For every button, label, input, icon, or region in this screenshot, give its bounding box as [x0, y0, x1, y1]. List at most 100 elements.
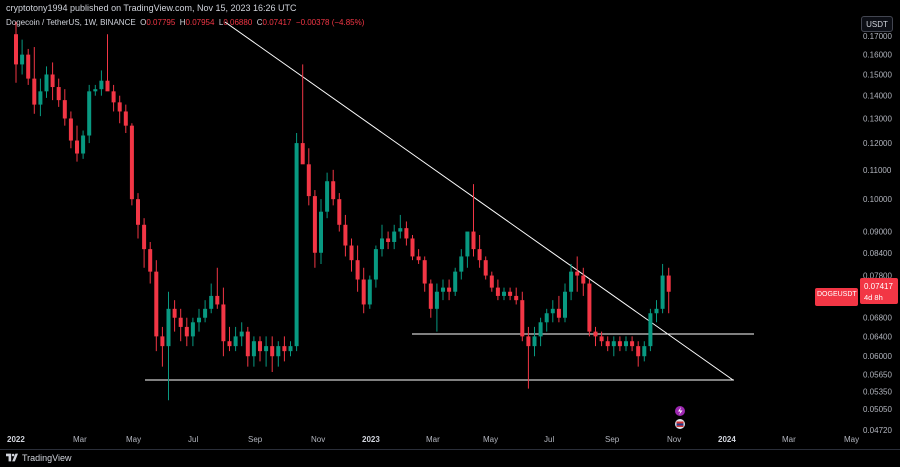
candle-body	[178, 317, 183, 327]
price-tick-label: 0.15000	[863, 70, 892, 79]
candle-body	[245, 331, 250, 357]
candle-body	[483, 260, 488, 276]
candle	[605, 336, 610, 352]
candle	[166, 291, 171, 401]
candle	[300, 64, 305, 165]
open-value: 0.07795	[146, 18, 176, 27]
candle-body	[355, 260, 360, 280]
candle-body	[282, 346, 287, 352]
candle-body	[471, 231, 476, 250]
candle-body	[331, 181, 336, 200]
time-tick-label: Nov	[667, 435, 681, 444]
candle-body	[642, 346, 647, 357]
candle	[630, 336, 635, 352]
symbol-name[interactable]: Dogecoin / TetherUS, 1W, BINANCE	[6, 18, 136, 27]
candle	[556, 295, 561, 323]
time-tick-label: Mar	[782, 435, 796, 444]
candle	[239, 322, 244, 347]
candle-body	[111, 91, 116, 103]
flash-icon[interactable]	[675, 406, 685, 416]
time-tick-label: Sep	[248, 435, 263, 444]
candle	[160, 326, 165, 367]
price-tick-label: 0.05650	[863, 371, 892, 380]
candle	[50, 62, 55, 101]
candle	[380, 224, 384, 257]
candle	[544, 308, 549, 332]
candle-body	[154, 271, 159, 337]
candle-body	[361, 279, 366, 305]
candle-body	[166, 308, 171, 347]
candle-body	[386, 238, 391, 242]
candle	[111, 84, 116, 112]
candle	[172, 300, 177, 332]
candle	[593, 326, 598, 347]
candle	[550, 300, 555, 323]
publisher-line: cryptotony1994 published on TradingView.…	[6, 3, 297, 13]
candle-body	[569, 271, 574, 292]
candle	[75, 125, 79, 162]
candle-body	[447, 287, 452, 292]
candle-body	[99, 80, 104, 90]
price-tick-label: 0.06400	[863, 332, 892, 341]
candle-body	[380, 238, 384, 250]
candle-body	[184, 326, 189, 337]
candle	[123, 104, 128, 134]
candle	[209, 283, 214, 314]
candle	[416, 249, 421, 264]
candle-body	[428, 283, 433, 309]
candle-body	[105, 80, 110, 92]
candle-body	[587, 283, 592, 332]
candle-body	[160, 336, 165, 347]
price-tick-label: 0.17000	[863, 32, 892, 41]
candle	[575, 256, 580, 292]
candle	[312, 190, 317, 268]
time-tick-label: May	[844, 435, 859, 444]
candle-body	[117, 102, 122, 112]
candle	[306, 148, 311, 206]
candle	[337, 193, 342, 232]
candle-body	[532, 336, 537, 347]
candle	[636, 341, 641, 367]
candle	[611, 336, 616, 357]
candle	[495, 279, 500, 301]
tradingview-brand[interactable]: TradingView	[6, 453, 72, 463]
last-price-symbol: DOGEUSDT	[817, 291, 857, 298]
open-label: O	[140, 18, 147, 27]
candle	[325, 172, 330, 219]
price-tick-label: 0.05050	[863, 405, 892, 414]
candle	[459, 249, 464, 280]
candle	[245, 326, 250, 367]
candle	[434, 283, 439, 332]
price-chart[interactable]: 0.17000 0.16000 0.15000 0.14000 0.13000 0.120…	[0, 0, 900, 449]
candle-body	[477, 249, 482, 261]
candle	[20, 39, 25, 75]
time-tick-label: Sep	[605, 435, 620, 444]
candle-body	[75, 140, 79, 154]
price-axis[interactable]: 0.17000 0.16000 0.15000 0.14000 0.13000 0.120…	[863, 32, 892, 435]
candle	[526, 326, 531, 389]
time-tick-label: May	[483, 435, 498, 444]
time-axis[interactable]: 2022 Mar May Jul Sep Nov 2023 Mar May Jul Sep Nov 20…	[7, 435, 859, 444]
candle-body	[276, 346, 281, 357]
tradingview-logo-icon	[6, 453, 18, 462]
candle-body	[264, 346, 269, 352]
candle	[367, 275, 372, 309]
currency-button[interactable]: USDT	[861, 16, 893, 32]
change-value: −0.00378 (−4.85%)	[295, 18, 365, 27]
candle-body	[666, 275, 671, 292]
candle-body	[502, 291, 506, 296]
candle	[282, 336, 287, 362]
candle-body	[489, 275, 494, 288]
candle	[599, 331, 604, 347]
candle	[184, 317, 189, 347]
candle	[87, 84, 92, 144]
flag-icon[interactable]	[675, 419, 685, 429]
time-tick-label: Nov	[311, 435, 325, 444]
descending-trendline	[224, 21, 734, 381]
candle-body	[410, 238, 415, 257]
candle	[264, 336, 269, 367]
candle-body	[325, 181, 330, 212]
price-tick-label: 0.14000	[863, 92, 892, 101]
candle-body	[337, 199, 342, 225]
candle-body	[611, 341, 616, 347]
